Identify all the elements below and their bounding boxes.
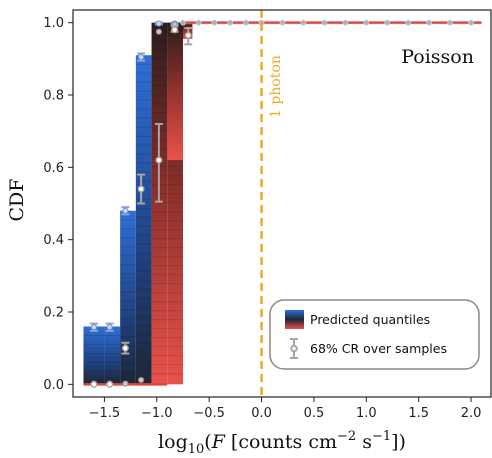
legend: Predicted quantiles 68% CR over samples (269, 299, 480, 370)
cdf-point (384, 19, 391, 26)
quantile-bar (120, 210, 136, 385)
y-tick-label: 0.6 (43, 161, 64, 176)
xlabel-open: ( (204, 431, 211, 453)
cdf-point (211, 19, 218, 26)
legend-quantiles-label: Predicted quantiles (310, 312, 430, 327)
vline-label: 1 photon (268, 55, 284, 118)
legend-samples-label: 68% CR over samples (310, 341, 447, 356)
quantile-bars (83, 22, 193, 385)
y-tick-label: 0.4 (43, 233, 64, 248)
sample-median (155, 156, 163, 164)
xlabel-var: F (211, 431, 226, 453)
xlabel-close: ]) (391, 431, 406, 453)
xlabel-units: [counts cm (225, 431, 337, 453)
sample-median (106, 380, 114, 388)
y-axis-title: CDF (6, 179, 28, 222)
red-quantile-point (122, 380, 129, 387)
blue-quantile-point (106, 324, 113, 331)
cdf-point (363, 19, 370, 26)
cdf-point (227, 19, 234, 26)
x-axis-title: log10(F [counts cm−2 s−1]) (158, 429, 406, 457)
legend-box (269, 299, 480, 370)
xlabel-log-sub: 10 (188, 442, 205, 457)
sample-median (90, 380, 98, 388)
cdf-point (342, 19, 349, 26)
blue-quantile-point (90, 324, 98, 331)
cdf-point (180, 19, 186, 26)
red-quantile-point (137, 376, 145, 384)
red-cdf-line (83, 19, 482, 386)
blue-quantile-point (137, 53, 145, 61)
x-tick-label: 1.5 (408, 406, 429, 421)
cdf-point (279, 19, 286, 26)
cdf-point (300, 19, 307, 26)
quantile-bar (135, 55, 152, 385)
sample-median (121, 344, 129, 352)
cdf-point (242, 19, 249, 26)
quantile-bar (167, 22, 183, 161)
blue-quantile-point (122, 207, 129, 214)
cdf-point (447, 19, 453, 26)
x-tick-label: 1.0 (356, 406, 377, 421)
x-tick-label: 2.0 (461, 406, 482, 421)
xlabel-exp2: −1 (372, 429, 391, 444)
cdf-point (405, 19, 412, 26)
blue-quantile-point (155, 20, 162, 27)
sample-median (137, 185, 145, 193)
xlabel-units2: s (356, 431, 372, 453)
red-quantile-point (155, 28, 162, 35)
x-tick-label: 0.5 (304, 406, 325, 421)
x-tick-label: −1.0 (141, 406, 173, 421)
axes: −1.5 −1.0 −0.5 0.0 0.5 1.0 1.5 2.0 0.0 0.2 0.4 0.6 0… (43, 9, 492, 421)
xlabel-log: log (158, 431, 188, 453)
x-tick-label: −0.5 (193, 406, 225, 421)
quantile-bar (151, 22, 168, 385)
sample-median (171, 26, 179, 34)
x-tick-label: 0.0 (251, 406, 272, 421)
plot-frame (72, 9, 492, 398)
cdf-point (321, 19, 328, 26)
panel-label: Poisson (401, 46, 474, 68)
y-tick-label: 0.2 (43, 306, 64, 321)
y-tick-label: 0.0 (43, 378, 64, 393)
cdf-point (468, 19, 474, 26)
quantile-bar (104, 326, 121, 385)
y-tick-label: 0.8 (43, 88, 64, 103)
sample-markers (89, 20, 193, 388)
quantile-bar (83, 326, 105, 385)
legend-quantiles-swatch (285, 310, 304, 329)
y-tick-label: 1.0 (43, 16, 64, 31)
cdf-point (195, 19, 202, 26)
sample-median (184, 31, 192, 39)
legend-samples-swatch (290, 338, 298, 359)
cdf-point (426, 19, 433, 26)
xlabel-exp1: −2 (337, 429, 356, 444)
x-tick-label: −1.5 (89, 406, 121, 421)
